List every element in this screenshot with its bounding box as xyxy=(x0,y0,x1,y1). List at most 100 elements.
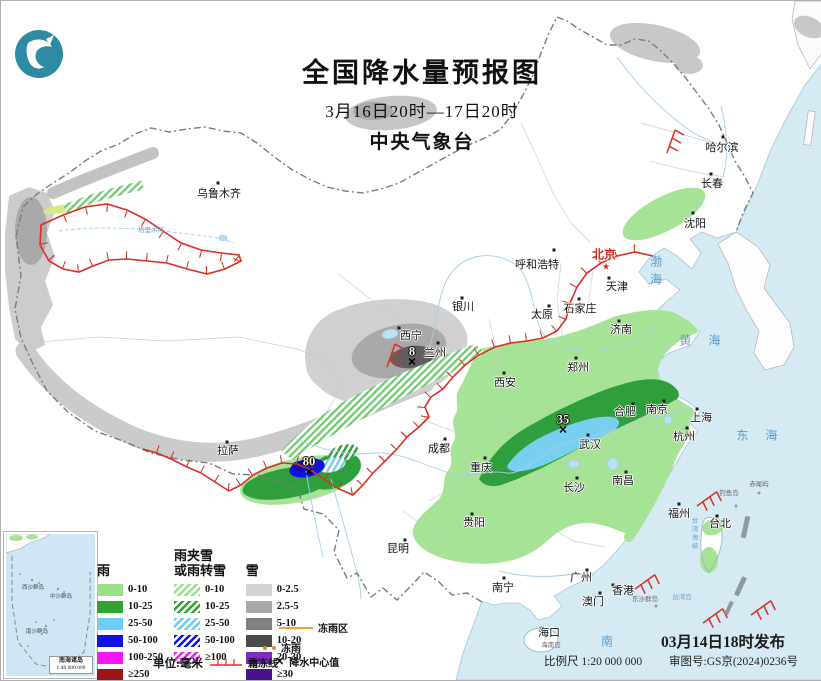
legend-swatch xyxy=(245,617,272,630)
legend-value-label: 20-30 xyxy=(276,652,302,663)
city-dot xyxy=(598,591,602,595)
snow-west-xinjiang2 xyxy=(15,197,47,265)
city-label: 西宁 xyxy=(400,330,422,342)
legend-swatch xyxy=(174,600,200,613)
approval-number: 审图号:GS京(2024)0236号 xyxy=(669,656,799,668)
legend-freeze: 冻雨 xyxy=(263,640,301,655)
legend-value-label: 5-10 xyxy=(276,618,296,629)
inset-island-label: 中沙群岛 xyxy=(49,594,73,600)
city-dot xyxy=(585,568,589,572)
legend-value-label: 0-10 xyxy=(128,584,148,595)
freeze-dot-icon xyxy=(272,645,276,650)
legend-row: 0-10 xyxy=(174,581,235,598)
ryukyu-bar xyxy=(724,600,734,616)
legend-column: 雪 0-2.5 2.5-5 5-10 10-20 20-30 ≥30 xyxy=(245,543,302,680)
sea-name-label: 东 海 xyxy=(736,428,780,443)
frost-line-tarim xyxy=(40,204,241,274)
sea-name-label: 渤海 xyxy=(648,255,663,291)
legend-value-label: 25-50 xyxy=(128,618,153,629)
city-label: 成都 xyxy=(428,443,450,455)
sea-name-label: 黄 海 xyxy=(679,333,723,348)
korea-peninsula xyxy=(717,231,795,371)
city-label: 上海 xyxy=(690,412,712,424)
city-dot xyxy=(677,502,681,506)
inset-island-label: 南沙群岛 xyxy=(25,629,49,635)
precip-center-x-icon: ✕ xyxy=(304,466,314,479)
taiwan-rain-north xyxy=(702,518,724,536)
snow-ne2 xyxy=(675,56,703,74)
legend-swatch xyxy=(245,600,272,613)
legend-row: 10-25 xyxy=(174,598,235,615)
legend-row: 0-2.5 xyxy=(245,581,302,598)
island-bar xyxy=(803,110,816,146)
city-label: 贵阳 xyxy=(463,517,485,529)
city-label: 南京 xyxy=(646,404,668,416)
pearl-river xyxy=(498,570,594,577)
map-title: 全国降水量预报图 xyxy=(302,58,542,88)
legend-value-label: 2.5-5 xyxy=(276,601,299,612)
legend-value-label: 10-25 xyxy=(128,601,153,612)
legend-row: ≥100 xyxy=(174,649,235,666)
small-island xyxy=(734,504,738,508)
bosten-lake xyxy=(218,235,228,241)
city-label: 呼和浩特 xyxy=(515,259,559,271)
city-label: 福州 xyxy=(668,508,690,520)
city-dot xyxy=(691,211,695,215)
sea-layer xyxy=(455,1,821,680)
legend-swatch xyxy=(174,651,200,664)
legend-swatch xyxy=(245,634,272,647)
inset-scale-box: 南海诸岛 1:40 000 000 xyxy=(49,656,93,674)
legend-value-label: ≥100 xyxy=(205,652,227,663)
legend-center: ✕ 降水中心值 xyxy=(275,654,339,669)
city-label: 银川 xyxy=(452,301,474,313)
legend-value-label: ≥30 xyxy=(276,669,294,680)
snow-ne xyxy=(609,22,701,64)
legend-row: 25-50 xyxy=(174,615,235,632)
snow-altai2 xyxy=(353,102,393,120)
precip-center: 80 ✕ xyxy=(303,455,316,479)
agency-name: 中央气象台 xyxy=(369,132,475,153)
legend-value-label: 0-10 xyxy=(205,584,225,595)
china-border xyxy=(14,16,754,603)
legend-row: 50-100 xyxy=(97,632,163,649)
cma-logo xyxy=(15,30,63,78)
city-label: 香港 xyxy=(612,585,634,597)
legend-row: 100-250 xyxy=(97,649,163,666)
city-dot xyxy=(552,248,556,252)
legend-row: 20-30 xyxy=(245,649,302,666)
legend-swatch xyxy=(97,617,123,630)
wind-barb-icon xyxy=(666,129,685,154)
ryukyu-bar xyxy=(733,576,747,597)
inset-map-art xyxy=(6,534,91,671)
rain-northeast xyxy=(622,187,706,241)
sea-name-label: 南 xyxy=(600,634,616,649)
city-label: 重庆 xyxy=(470,462,492,474)
precip-center: 8 ✕ xyxy=(407,345,416,368)
legend-swatch xyxy=(97,634,123,647)
geo-small-label: 台湾岛 xyxy=(672,594,692,601)
legend-row: 50-100 xyxy=(174,632,235,649)
dongting-lake xyxy=(567,459,581,469)
legend: 雨 0-10 10-25 25-50 50-100 100-250 ≥250 雨夹雪 或雨转雪 0… xyxy=(97,543,302,680)
songhua-river xyxy=(616,56,726,148)
city-dot xyxy=(709,172,713,176)
legend-value-label: 10-20 xyxy=(276,635,302,646)
precip-center-value: 35 xyxy=(556,412,570,427)
legend-row: 0-10 xyxy=(97,581,163,598)
legend-value-label: ≥250 xyxy=(128,669,150,680)
legend-column-title: 雪 xyxy=(245,563,259,578)
city-dot xyxy=(470,512,474,516)
city-label: 南宁 xyxy=(492,582,514,594)
ryukyu-bar xyxy=(740,515,751,539)
center-label: 降水中心值 xyxy=(289,658,340,669)
city-label: 北京 xyxy=(591,247,617,262)
frost-line-main xyxy=(142,252,654,496)
sea-area xyxy=(455,63,821,680)
legend-column: 雨 0-10 10-25 25-50 50-100 100-250 ≥250 xyxy=(97,543,163,680)
geo-small-label: 海南岛 xyxy=(541,642,561,649)
city-dot xyxy=(721,135,725,139)
freeze-dot-icon xyxy=(263,645,267,650)
legend-swatch xyxy=(97,583,123,596)
city-label: 拉萨 xyxy=(217,445,239,457)
